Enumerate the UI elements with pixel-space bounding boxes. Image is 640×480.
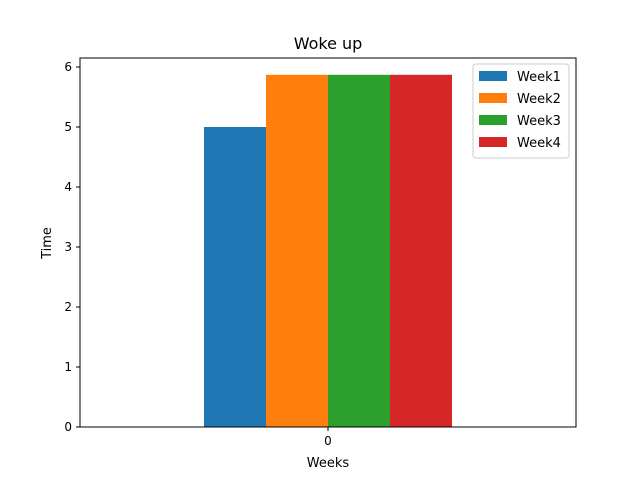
chart-title: Woke up [294,34,363,53]
legend-box [472,63,570,159]
y-tick-label: 2 [64,300,72,314]
y-axis-label: Time [40,227,55,260]
bar-week2 [266,74,328,428]
y-tick-label: 4 [64,180,72,194]
bar-week3 [328,74,390,428]
y-tick-label: 1 [64,360,72,374]
legend: Week1 Week2 Week3 Week4 [472,63,570,159]
legend-label-week2: Week2 [517,92,561,107]
legend-swatch-week2 [479,93,507,103]
y-tick-label: 0 [64,420,72,434]
bars-group [204,74,452,428]
axes-group: 0 1 2 3 4 5 6 0 [64,57,577,448]
legend-label-week3: Week3 [517,114,561,129]
legend-swatch-week4 [479,137,507,147]
bar-week1 [204,127,266,427]
legend-swatch-week1 [479,71,507,81]
x-axis-label: Weeks [307,456,350,471]
legend-label-week1: Week1 [517,70,561,85]
bar-week4 [390,74,452,428]
y-tick-label: 3 [64,240,72,254]
legend-swatch-week3 [479,115,507,125]
y-tick-label: 6 [64,60,72,74]
legend-label-week4: Week4 [517,136,561,151]
x-tick-label: 0 [324,434,332,448]
y-tick-label: 5 [64,120,72,134]
